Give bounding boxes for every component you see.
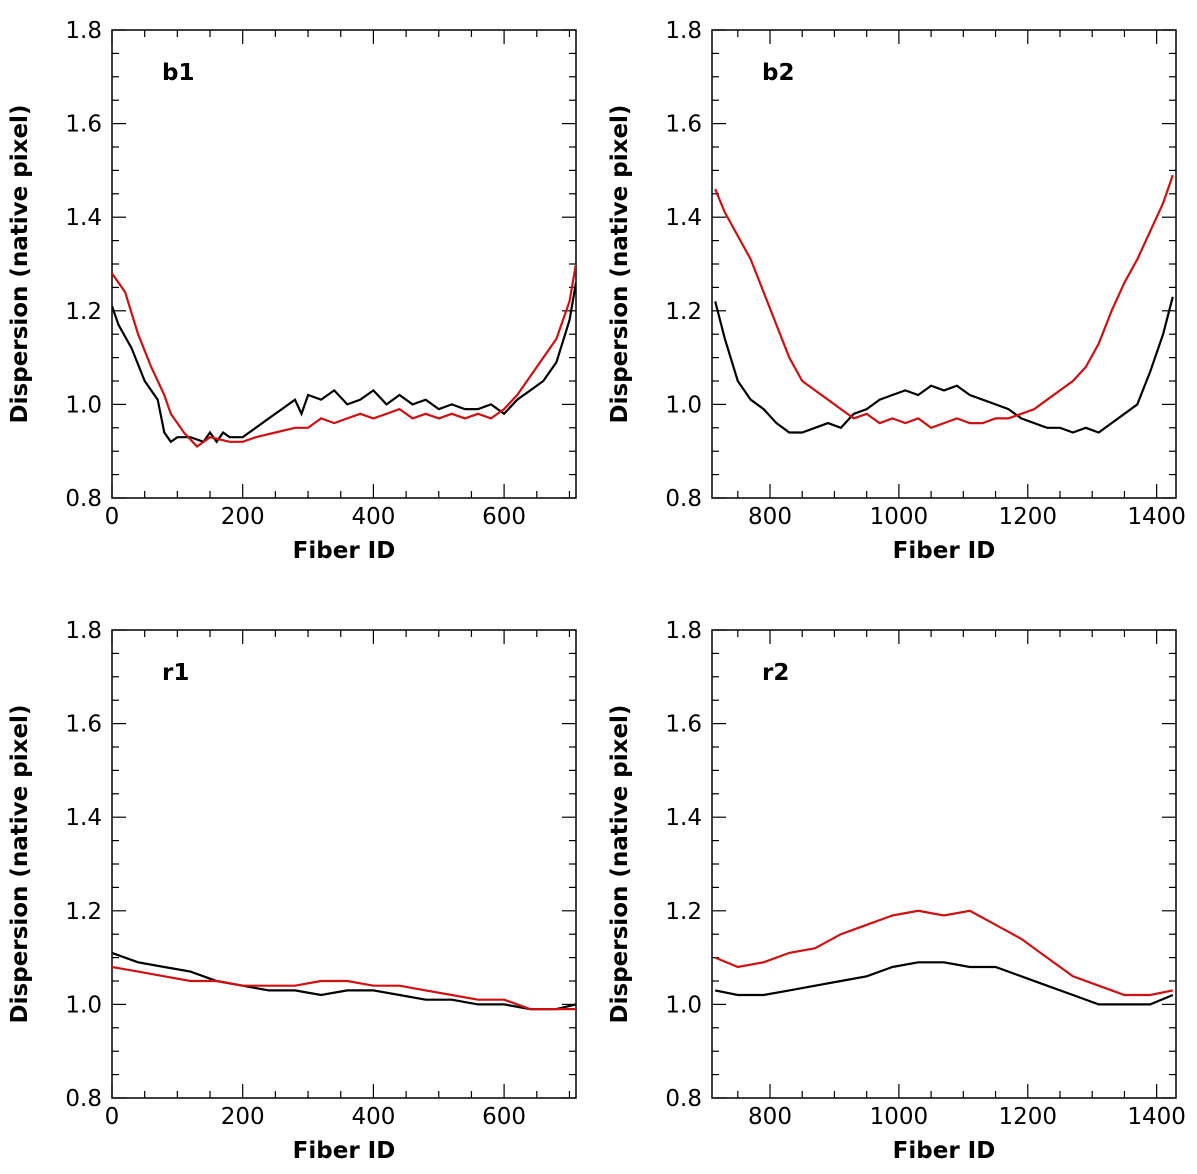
series-line-black bbox=[714, 961, 1174, 1006]
x-tick-label: 200 bbox=[221, 1104, 265, 1130]
x-tick-label: 400 bbox=[351, 504, 395, 530]
panel-label: r1 bbox=[162, 660, 189, 686]
series-line-red bbox=[714, 909, 1174, 997]
series-line-red bbox=[112, 263, 576, 448]
x-tick-label: 1200 bbox=[999, 504, 1058, 530]
y-tick-label: 1.4 bbox=[65, 205, 102, 231]
panel-label: r2 bbox=[762, 660, 789, 686]
panel-r1: 0 200 400 600 0.8 1.0 1.2 1.4 1.6 1.8 Fiber ID Disp… bbox=[7, 618, 577, 1164]
x-tick-label: 800 bbox=[748, 1104, 792, 1130]
x-axis-title: Fiber ID bbox=[293, 1138, 396, 1164]
y-axis-title: Dispersion (native pixel) bbox=[7, 705, 33, 1024]
y-tick-label: 1.8 bbox=[665, 618, 702, 644]
x-tick-label: 0 bbox=[105, 1104, 120, 1130]
x-tick-label: 1000 bbox=[870, 504, 929, 530]
y-tick-label: 1.6 bbox=[665, 112, 702, 138]
panel-b1: 0 200 400 600 0.8 1.0 1.2 1.4 1.6 1.8 Fiber ID Disp… bbox=[7, 18, 577, 564]
y-tick-label: 1.2 bbox=[65, 899, 102, 925]
y-tick-label: 1.4 bbox=[665, 205, 702, 231]
x-tick-label: 800 bbox=[748, 504, 792, 530]
x-tick-label: 200 bbox=[221, 504, 265, 530]
y-tick-label: 1.6 bbox=[65, 712, 102, 738]
y-tick-label: 1.4 bbox=[665, 805, 702, 831]
x-tick-label: 1400 bbox=[1127, 1104, 1186, 1130]
x-axis-title: Fiber ID bbox=[893, 538, 996, 564]
plot-frame bbox=[711, 629, 1177, 1099]
series-line-black bbox=[112, 282, 576, 444]
x-axis-title: Fiber ID bbox=[293, 538, 396, 564]
panel-b2: 800 1000 1200 1400 0.8 1.0 1.2 1.4 1.6 1.8 Fiber I… bbox=[607, 18, 1186, 564]
y-tick-label: 1.2 bbox=[665, 899, 702, 925]
x-tick-label: 1200 bbox=[999, 1104, 1058, 1130]
y-tick-label: 1.8 bbox=[65, 18, 102, 44]
x-tick-label: 600 bbox=[482, 504, 526, 530]
y-tick-label: 1.8 bbox=[65, 618, 102, 644]
y-tick-label: 0.8 bbox=[65, 486, 102, 512]
plot-frame bbox=[111, 629, 577, 1099]
panel-r2: 800 1000 1200 1400 0.8 1.0 1.2 1.4 1.6 1.8 Fiber I… bbox=[607, 618, 1186, 1164]
series-line-red bbox=[112, 965, 576, 1011]
x-tick-label: 1000 bbox=[870, 1104, 929, 1130]
y-axis-title: Dispersion (native pixel) bbox=[607, 105, 633, 424]
series-line-black bbox=[112, 951, 576, 1011]
y-tick-label: 1.0 bbox=[665, 992, 702, 1018]
y-tick-label: 1.6 bbox=[665, 712, 702, 738]
series-line-red bbox=[714, 174, 1174, 430]
x-axis-title: Fiber ID bbox=[893, 1138, 996, 1164]
x-tick-label: 600 bbox=[482, 1104, 526, 1130]
y-tick-label: 0.8 bbox=[665, 486, 702, 512]
y-tick-label: 0.8 bbox=[65, 1086, 102, 1112]
x-tick-label: 400 bbox=[351, 1104, 395, 1130]
series-line-black bbox=[714, 296, 1174, 434]
x-tick-label: 1400 bbox=[1127, 504, 1186, 530]
y-tick-label: 1.0 bbox=[65, 992, 102, 1018]
y-tick-label: 1.4 bbox=[65, 805, 102, 831]
y-tick-label: 1.0 bbox=[665, 392, 702, 418]
panel-label: b1 bbox=[162, 60, 194, 86]
y-tick-label: 1.6 bbox=[65, 112, 102, 138]
y-axis-title: Dispersion (native pixel) bbox=[7, 105, 33, 424]
y-tick-label: 1.2 bbox=[665, 299, 702, 325]
y-tick-label: 1.8 bbox=[665, 18, 702, 44]
y-axis-title: Dispersion (native pixel) bbox=[607, 705, 633, 1024]
y-tick-label: 1.2 bbox=[65, 299, 102, 325]
panel-label: b2 bbox=[762, 60, 794, 86]
y-tick-label: 0.8 bbox=[665, 1086, 702, 1112]
x-tick-label: 0 bbox=[105, 504, 120, 530]
y-tick-label: 1.0 bbox=[65, 392, 102, 418]
